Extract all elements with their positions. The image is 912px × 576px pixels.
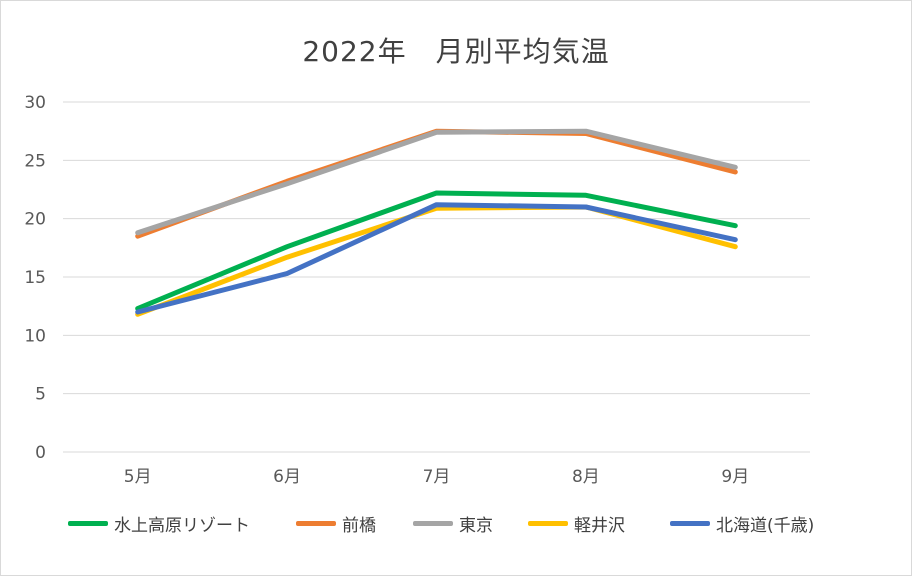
legend-swatch xyxy=(413,521,453,526)
series-lines xyxy=(135,128,738,317)
x-tick-label: 9月 xyxy=(721,467,749,487)
legend-swatch xyxy=(528,521,568,526)
legend-label: 水上高原リゾート xyxy=(114,516,250,536)
series-line-0 xyxy=(135,190,738,311)
x-tick-label: 8月 xyxy=(572,467,600,487)
legend-label: 東京 xyxy=(459,516,493,536)
y-tick-label: 0 xyxy=(35,443,46,463)
legend-label: 北海道(千歳) xyxy=(716,516,815,536)
legend-item: 東京 xyxy=(413,511,493,536)
x-axis-ticks: 5月 6月 7月 8月 9月 xyxy=(124,467,749,487)
y-tick-label: 25 xyxy=(24,151,46,171)
legend-swatch xyxy=(296,521,336,526)
legend-label: 前橋 xyxy=(342,516,376,536)
y-axis-ticks: 0 5 10 15 20 25 30 xyxy=(24,93,46,463)
series-line-2 xyxy=(135,128,738,236)
y-tick-label: 10 xyxy=(24,326,46,346)
legend-label: 軽井沢 xyxy=(574,516,625,536)
legend-item: 北海道(千歳) xyxy=(670,511,814,536)
legend-item: 軽井沢 xyxy=(528,511,625,536)
chart-title: 2022年 月別平均気温 xyxy=(302,35,610,68)
series-line-4 xyxy=(135,202,738,315)
legend-item: 水上高原リゾート xyxy=(68,511,250,536)
y-tick-label: 15 xyxy=(24,268,46,288)
legend-item: 前橋 xyxy=(296,511,376,536)
legend-swatch xyxy=(670,521,710,526)
y-tick-label: 20 xyxy=(24,210,46,230)
x-tick-label: 5月 xyxy=(124,467,152,487)
legend: 水上高原リゾート 前橋 東京 軽井沢 北海道(千歳) xyxy=(0,511,912,541)
y-tick-label: 5 xyxy=(35,385,46,405)
legend-swatch xyxy=(68,521,108,526)
y-tick-label: 30 xyxy=(24,93,46,113)
grid-lines xyxy=(63,101,810,453)
x-tick-label: 6月 xyxy=(273,467,301,487)
x-tick-label: 7月 xyxy=(423,467,451,487)
series-line-3 xyxy=(135,204,738,317)
